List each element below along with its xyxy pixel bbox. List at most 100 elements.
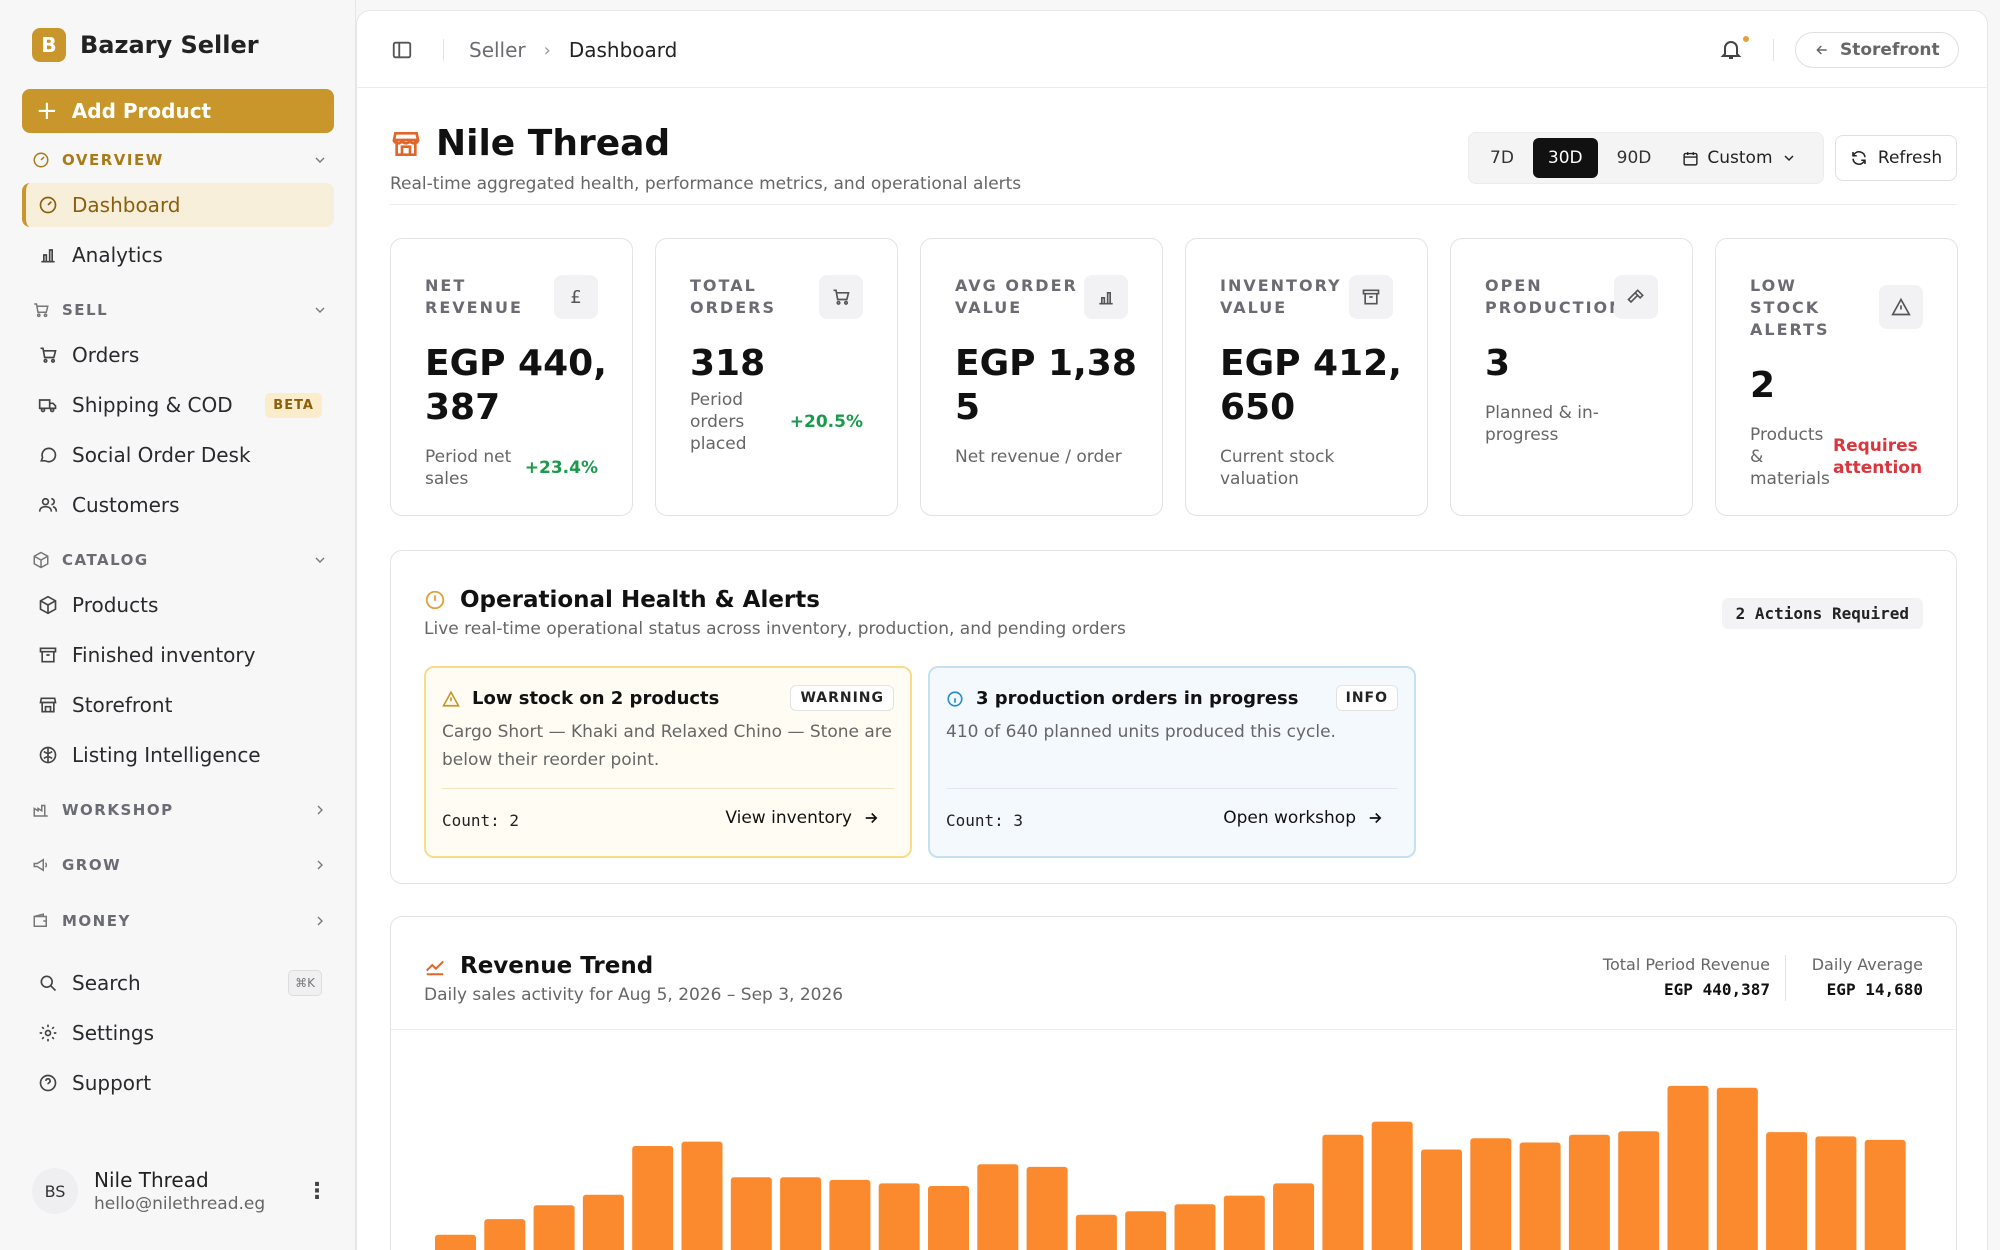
section-title: Operational Health & Alerts [460,587,820,613]
stat-label: Total Period Revenue [1602,955,1770,974]
range-30d[interactable]: 30D [1532,138,1598,178]
revenue-bar[interactable] [780,1177,822,1250]
sidebar-item-listing-intelligence[interactable]: Listing Intelligence [22,733,334,777]
section-overview[interactable]: OVERVIEW [32,146,328,174]
revenue-bar[interactable] [1174,1204,1216,1250]
revenue-bar[interactable] [1519,1142,1561,1250]
revenue-bar[interactable] [533,1205,575,1250]
sidebar-item-label: Search [72,971,141,995]
revenue-bar[interactable] [1273,1183,1315,1250]
divider [946,788,1398,789]
revenue-bar[interactable] [484,1219,526,1250]
page-subtitle: Real-time aggregated health, performance… [390,174,1022,194]
pound-icon: £ [554,275,598,319]
divider [1785,955,1786,1001]
revenue-bar[interactable] [928,1186,969,1250]
sidebar-item-orders[interactable]: Orders [22,333,334,377]
sidebar-item-finished-inventory[interactable]: Finished inventory [22,633,334,677]
kpi-total-orders: TOTAL ORDERS 318 Period orders placed +2… [655,238,898,516]
kpi-delta: +20.5% [789,412,863,432]
alert-title: 3 production orders in progress [976,688,1299,709]
revenue-bar[interactable] [1075,1214,1117,1250]
revenue-bar[interactable] [681,1141,723,1250]
range-custom[interactable]: Custom [1670,148,1808,168]
sidebar-item-analytics[interactable]: Analytics [22,233,334,277]
add-product-button[interactable]: + Add Product [22,89,334,133]
section-catalog[interactable]: CATALOG [32,546,328,574]
sidebar-item-storefront[interactable]: Storefront [22,683,334,727]
revenue-bar[interactable] [1470,1138,1512,1250]
sidebar-item-support[interactable]: Support [22,1061,334,1105]
kpi-value: EGP 1,385 [955,343,1137,428]
range-90d[interactable]: 90D [1616,148,1652,168]
section-money[interactable]: MONEY [32,907,328,935]
sidebar-item-social[interactable]: Social Order Desk [22,433,334,477]
cart-icon [819,275,863,319]
revenue-bar[interactable] [1618,1131,1660,1250]
breadcrumb-seller[interactable]: Seller [469,38,526,62]
breadcrumb: Seller › Dashboard [469,38,677,62]
revenue-bar[interactable] [1864,1139,1906,1250]
revenue-bar[interactable] [435,1234,476,1250]
section-money-label: MONEY [62,912,131,930]
brand-name: Bazary Seller [80,31,259,59]
revenue-bar[interactable] [1371,1121,1413,1250]
bar-chart-icon [41,249,55,263]
kpi-label: TOTAL ORDERS [690,276,776,317]
revenue-bar[interactable] [1421,1149,1462,1250]
storefront-button-label: Storefront [1840,40,1940,60]
section-workshop[interactable]: WORKSHOP [32,796,328,824]
storefront-button[interactable]: Storefront [1795,32,1959,68]
bell-icon[interactable] [1719,37,1743,61]
help-icon [39,1074,57,1092]
sidebar-item-shipping[interactable]: Shipping & COD BETA [22,383,334,427]
sidebar-item-dashboard[interactable]: Dashboard [22,183,334,227]
user-profile[interactable]: BS Nile Thread hello@nilethread.eg ⋮ [32,1168,328,1214]
plus-icon: + [36,96,58,126]
revenue-bar[interactable] [1766,1132,1808,1250]
box-icon [33,551,49,569]
store-icon [392,131,420,156]
revenue-bar[interactable] [829,1179,871,1250]
view-inventory-link[interactable]: View inventory [725,808,880,828]
user-name: Nile Thread [94,1168,209,1192]
brand-logo: B [32,28,66,62]
revenue-bar[interactable] [1568,1134,1610,1250]
revenue-bar[interactable] [977,1164,1019,1250]
section-grow[interactable]: GROW [32,851,328,879]
revenue-bar[interactable] [1667,1085,1709,1250]
alert-body: 410 of 640 planned units produced this c… [946,722,1336,742]
revenue-bar[interactable] [632,1146,674,1250]
sidebar-item-label: Listing Intelligence [72,743,261,767]
revenue-bar[interactable] [1322,1134,1364,1250]
revenue-bar[interactable] [878,1183,920,1250]
megaphone-icon [33,858,48,872]
chevron-down-icon [315,557,325,563]
wallet-icon [33,913,47,927]
section-sell[interactable]: SELL [32,296,328,324]
revenue-bar[interactable] [1223,1195,1265,1250]
open-workshop-link[interactable]: Open workshop [1223,808,1384,828]
revenue-bar[interactable] [582,1194,624,1250]
sidebar-item-customers[interactable]: Customers [22,483,334,527]
more-vertical-icon[interactable]: ⋮ [306,1178,328,1204]
sidebar-item-label: Customers [72,493,180,517]
range-7d[interactable]: 7D [1490,148,1514,168]
sidebar-item-settings[interactable]: Settings [22,1011,334,1055]
revenue-bar[interactable] [1125,1211,1167,1250]
sidebar-item-search[interactable]: Search ⌘K [22,961,334,1005]
sidebar-item-label: Settings [72,1021,155,1045]
refresh-button[interactable]: Refresh [1835,135,1957,181]
shortcut-hint: ⌘K [288,970,322,996]
revenue-bar[interactable] [1815,1136,1857,1250]
chevron-right-icon [317,916,323,926]
main-panel: Seller › Dashboard Storefront Nile Threa… [356,10,1988,1250]
revenue-bar[interactable] [1716,1087,1758,1250]
revenue-bar[interactable] [730,1177,772,1250]
link-label: Open workshop [1223,808,1356,828]
sidebar-toggle-icon[interactable] [391,39,413,61]
revenue-bar[interactable] [1026,1166,1068,1250]
add-product-label: Add Product [71,99,212,123]
sidebar-item-products[interactable]: Products [22,583,334,627]
brand[interactable]: B Bazary Seller [32,28,259,62]
